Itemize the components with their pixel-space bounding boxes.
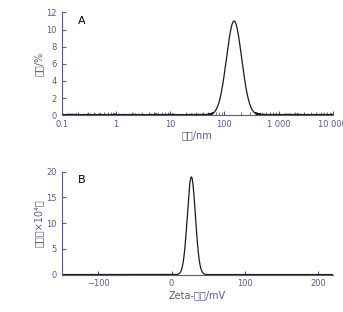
Text: A: A (78, 16, 86, 26)
Y-axis label: 丰度/%: 丰度/% (34, 52, 44, 76)
X-axis label: Zeta-电位/mV: Zeta-电位/mV (169, 290, 226, 300)
X-axis label: 粒径/nm: 粒径/nm (182, 130, 213, 140)
Y-axis label: 总数（×10⁴）: 总数（×10⁴） (34, 199, 44, 247)
Text: B: B (78, 175, 86, 185)
